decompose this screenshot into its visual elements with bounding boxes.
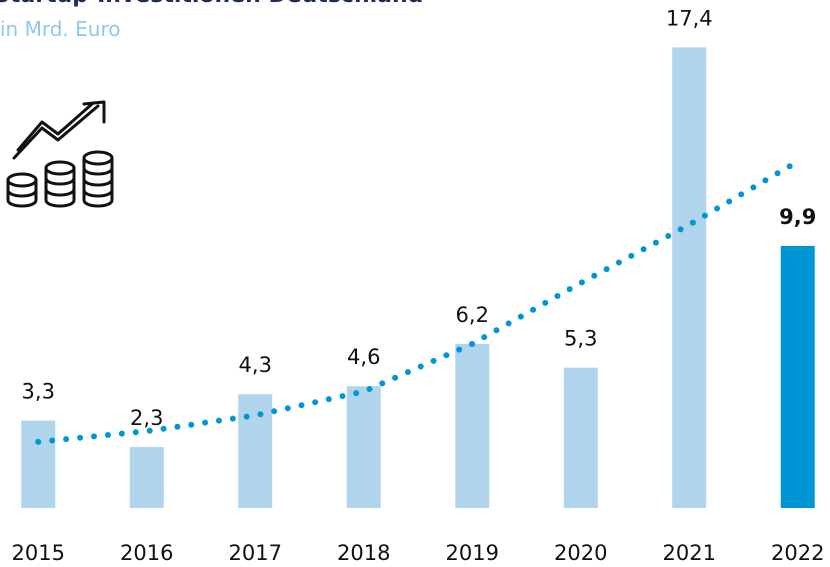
x-tick-label: 2022 <box>771 541 824 565</box>
value-label: 17,4 <box>666 6 713 30</box>
bar <box>238 394 273 508</box>
value-label: 3,3 <box>22 380 55 404</box>
chart-subtitle: in Mrd. Euro <box>0 17 120 41</box>
bar <box>21 420 56 508</box>
value-label: 6,2 <box>456 303 489 327</box>
x-tick-label: 2016 <box>120 541 173 565</box>
bar <box>780 245 815 508</box>
x-tick-label: 2019 <box>446 541 499 565</box>
trend-line <box>35 160 797 445</box>
chart-title: Startup-Investitionen Deutschland <box>0 0 423 8</box>
bar <box>346 386 381 508</box>
x-tick-label: 2020 <box>554 541 607 565</box>
bar <box>563 367 598 508</box>
x-tick-label: 2021 <box>663 541 716 565</box>
value-label: 4,3 <box>239 353 272 377</box>
x-tick-label: 2018 <box>337 541 390 565</box>
value-label: 5,3 <box>564 327 597 351</box>
bar <box>129 447 164 508</box>
bar <box>672 47 707 508</box>
value-label: 9,9 <box>779 205 816 229</box>
value-label: 2,3 <box>130 406 163 430</box>
x-tick-label: 2017 <box>229 541 282 565</box>
bar <box>455 343 490 508</box>
x-tick-label: 2015 <box>12 541 65 565</box>
value-label: 4,6 <box>347 345 380 369</box>
coins-icon <box>6 100 114 208</box>
